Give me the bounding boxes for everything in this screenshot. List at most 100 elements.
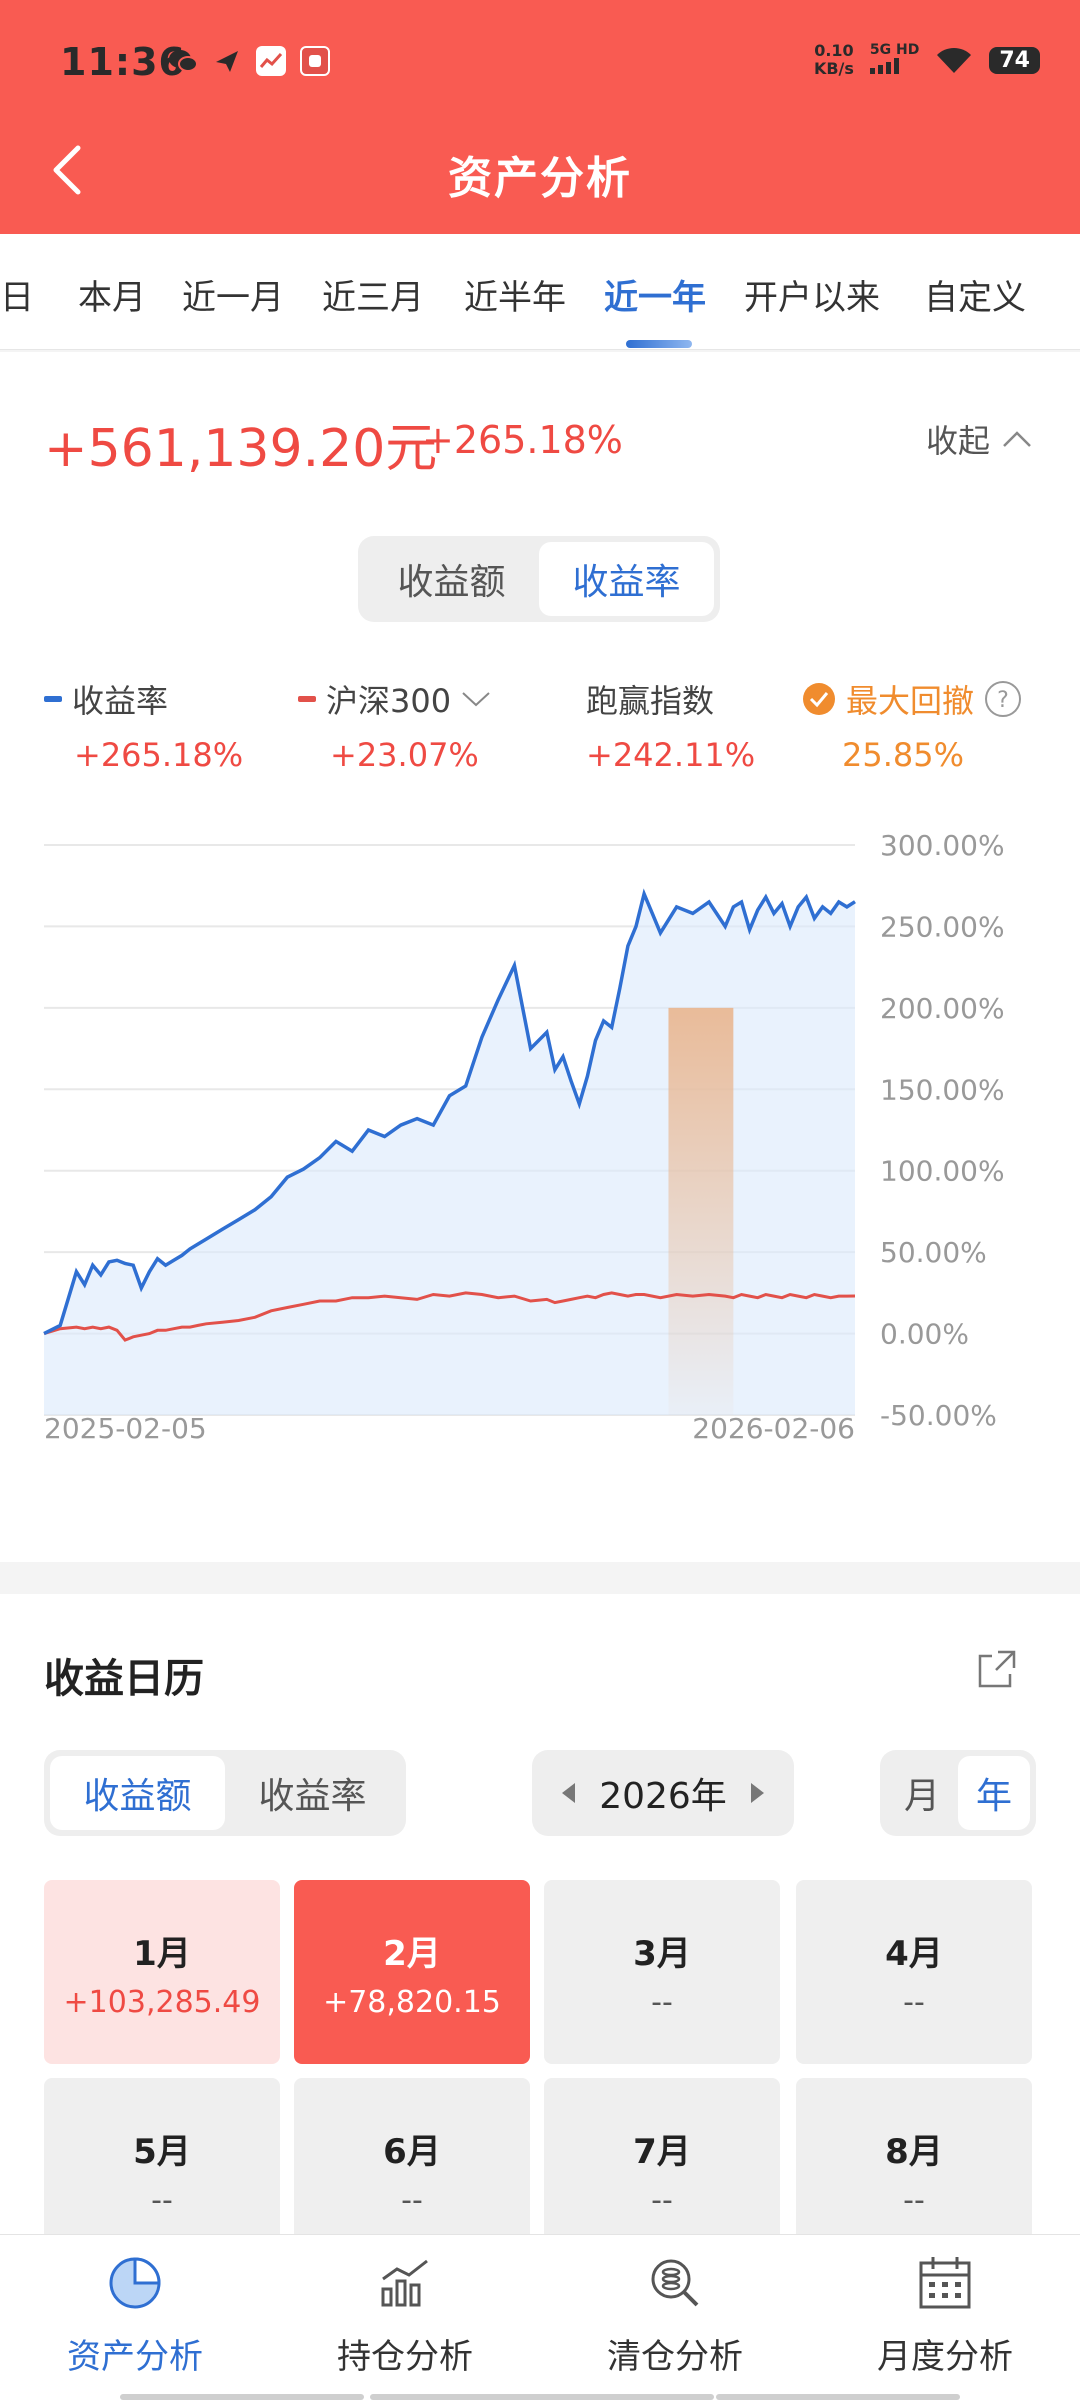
- nav-monthly-analysis[interactable]: 月度分析: [810, 2255, 1080, 2378]
- y-tick-label: 300.00%: [880, 829, 1005, 862]
- header-bar: 11:36 0.10 KB/s 5G HD: [0, 0, 1080, 234]
- bottom-navigation: 资产分析 持仓分析 清仓分析 月度分析: [0, 2234, 1080, 2408]
- active-tab-indicator: [626, 340, 692, 348]
- summary-card: +561,139.20元 +265.18% 收起 收益额 收益率 收益率 +26…: [0, 352, 1080, 1562]
- y-tick-label: 250.00%: [880, 910, 1005, 943]
- paper-plane-icon: [212, 46, 242, 76]
- y-tick-label: 0.00%: [880, 1318, 969, 1351]
- y-tick-label: 150.00%: [880, 1073, 1005, 1106]
- y-tick-label: 50.00%: [880, 1236, 987, 1269]
- calendar-title: 收益日历: [44, 1656, 204, 1702]
- return-chart: 300.00% 250.00% 200.00% 150.00% 100.00% 50.00…: [43, 829, 1005, 1445]
- toggle-profit-rate[interactable]: 收益率: [539, 542, 714, 616]
- share-icon: [978, 1650, 1016, 1688]
- nav-clearance-analysis[interactable]: 清仓分析: [540, 2255, 810, 2378]
- tab-since-opening[interactable]: 开户以来: [744, 278, 880, 318]
- svg-text:?: ?: [997, 688, 1009, 713]
- tab-today[interactable]: 当日: [0, 278, 34, 318]
- next-year-icon[interactable]: [751, 1783, 764, 1803]
- search-stack-icon: [651, 2259, 699, 2307]
- year-label: 2026年: [599, 1776, 727, 1817]
- month-cell-4[interactable]: 4月 --: [796, 1880, 1032, 2064]
- month-cell-7[interactable]: 7月 --: [544, 2078, 780, 2262]
- x-tick-label-start: 2025-02-05: [44, 1412, 207, 1445]
- series-line-benchmark: [43, 1291, 856, 1342]
- month-cell-8[interactable]: 8月 --: [796, 2078, 1032, 2262]
- tab-1-year[interactable]: 近一年: [604, 278, 706, 318]
- calendar-toggle-rate[interactable]: 收益率: [258, 1776, 367, 1817]
- stock-app-icon: [256, 46, 286, 76]
- y-tick-label: 200.00%: [880, 992, 1005, 1025]
- month-cell-5[interactable]: 5月 --: [44, 2078, 280, 2262]
- battery-level: 74: [989, 46, 1040, 74]
- back-button[interactable]: [48, 140, 100, 200]
- tab-3-months[interactable]: 近三月: [322, 278, 424, 318]
- legend-swatch-blue: [44, 696, 62, 702]
- legend-swatch-red: [298, 696, 316, 702]
- help-icon[interactable]: ?: [984, 680, 1022, 718]
- month-cell-2[interactable]: 2月 +78,820.15: [294, 1880, 530, 2064]
- legend-return-value: +265.18%: [74, 736, 244, 774]
- status-notification-icons: [168, 46, 330, 76]
- share-button[interactable]: [976, 1648, 1018, 1690]
- nav-asset-analysis[interactable]: 资产分析: [0, 2255, 270, 2378]
- return-area-fill: [44, 893, 855, 1415]
- status-right: 0.10 KB/s 5G HD 74: [814, 42, 1040, 78]
- legend-benchmark[interactable]: 沪深300 +23.07%: [298, 676, 491, 774]
- calendar-toggle-amount[interactable]: 收益额: [50, 1756, 225, 1830]
- chart-mode-toggle: 收益额 收益率: [358, 536, 720, 622]
- month-cell-6[interactable]: 6月 --: [294, 2078, 530, 2262]
- y-tick-label: 100.00%: [880, 1155, 1005, 1188]
- bar-chart-icon: [381, 2259, 428, 2307]
- max-drawdown-band: [668, 1007, 734, 1415]
- legend-return: 收益率 +265.18%: [44, 676, 243, 774]
- pie-chart-icon: [109, 2257, 161, 2309]
- chart-legend: 收益率 +265.18% 沪深300 +23.07% 跑赢指数 +242.11%…: [0, 676, 1080, 796]
- chevron-down-icon[interactable]: [461, 690, 491, 708]
- collapse-button[interactable]: 收起: [926, 416, 1032, 462]
- wechat-icon: [168, 46, 198, 76]
- legend-excess: 跑赢指数 +242.11%: [586, 682, 756, 774]
- year-selector: 2026年: [532, 1750, 794, 1836]
- period-toggle: 月 年: [880, 1750, 1036, 1836]
- chevron-left-icon: [53, 145, 81, 195]
- calendar-icon: [919, 2257, 971, 2309]
- collapse-label: 收起: [925, 422, 990, 460]
- gesture-bar-center: [370, 2394, 714, 2400]
- check-circle-icon[interactable]: [802, 682, 836, 716]
- gesture-bar-left: [120, 2394, 364, 2400]
- nav-holding-analysis[interactable]: 持仓分析: [270, 2255, 540, 2378]
- period-month[interactable]: 月: [903, 1776, 940, 1817]
- network-type: 5G HD: [869, 42, 919, 78]
- period-tabs: 当日 本月 近一月 近三月 近半年 近一年 开户以来 自定义: [0, 234, 1080, 350]
- x-tick-label-end: 2026-02-06: [692, 1412, 855, 1445]
- y-tick-label: -50.00%: [880, 1399, 997, 1432]
- toggle-profit-amount[interactable]: 收益额: [397, 562, 506, 603]
- tab-custom[interactable]: 自定义: [924, 278, 1026, 318]
- chevron-up-icon: [1003, 431, 1031, 447]
- month-cell-1[interactable]: 1月 +103,285.49: [44, 1880, 280, 2064]
- status-bar: 11:36 0.10 KB/s 5G HD: [0, 0, 1080, 120]
- network-speed: 0.10 KB/s: [813, 41, 854, 78]
- tab-1-month[interactable]: 近一月: [182, 278, 284, 318]
- total-return-pct: +265.18%: [422, 418, 623, 462]
- legend-excess-value: +242.11%: [586, 736, 756, 774]
- legend-benchmark-value: +23.07%: [330, 736, 479, 774]
- tab-this-month[interactable]: 本月: [78, 278, 146, 318]
- status-time: 11:36: [60, 40, 186, 84]
- series-line-return: [43, 888, 856, 1336]
- prev-year-icon[interactable]: [562, 1783, 575, 1803]
- broker-app-icon: [300, 46, 330, 76]
- page-title: 资产分析: [448, 153, 632, 204]
- legend-drawdown[interactable]: 最大回撤 ? 25.85%: [802, 676, 1022, 774]
- gesture-bar-right: [716, 2394, 960, 2400]
- tab-6-months[interactable]: 近半年: [464, 278, 566, 318]
- total-profit: +561,139.20元: [44, 419, 438, 479]
- signal-icon: [869, 58, 899, 74]
- calendar-mode-toggle: 收益额 收益率: [44, 1750, 406, 1836]
- month-cell-3[interactable]: 3月 --: [544, 1880, 780, 2064]
- period-year[interactable]: 年: [958, 1756, 1030, 1830]
- wifi-icon: [937, 47, 972, 73]
- profit-calendar: 收益日历 收益额 收益率 2026年 月 年 1月 +103,285.49 2月 +…: [0, 1594, 1080, 2262]
- legend-drawdown-value: 25.85%: [842, 736, 965, 774]
